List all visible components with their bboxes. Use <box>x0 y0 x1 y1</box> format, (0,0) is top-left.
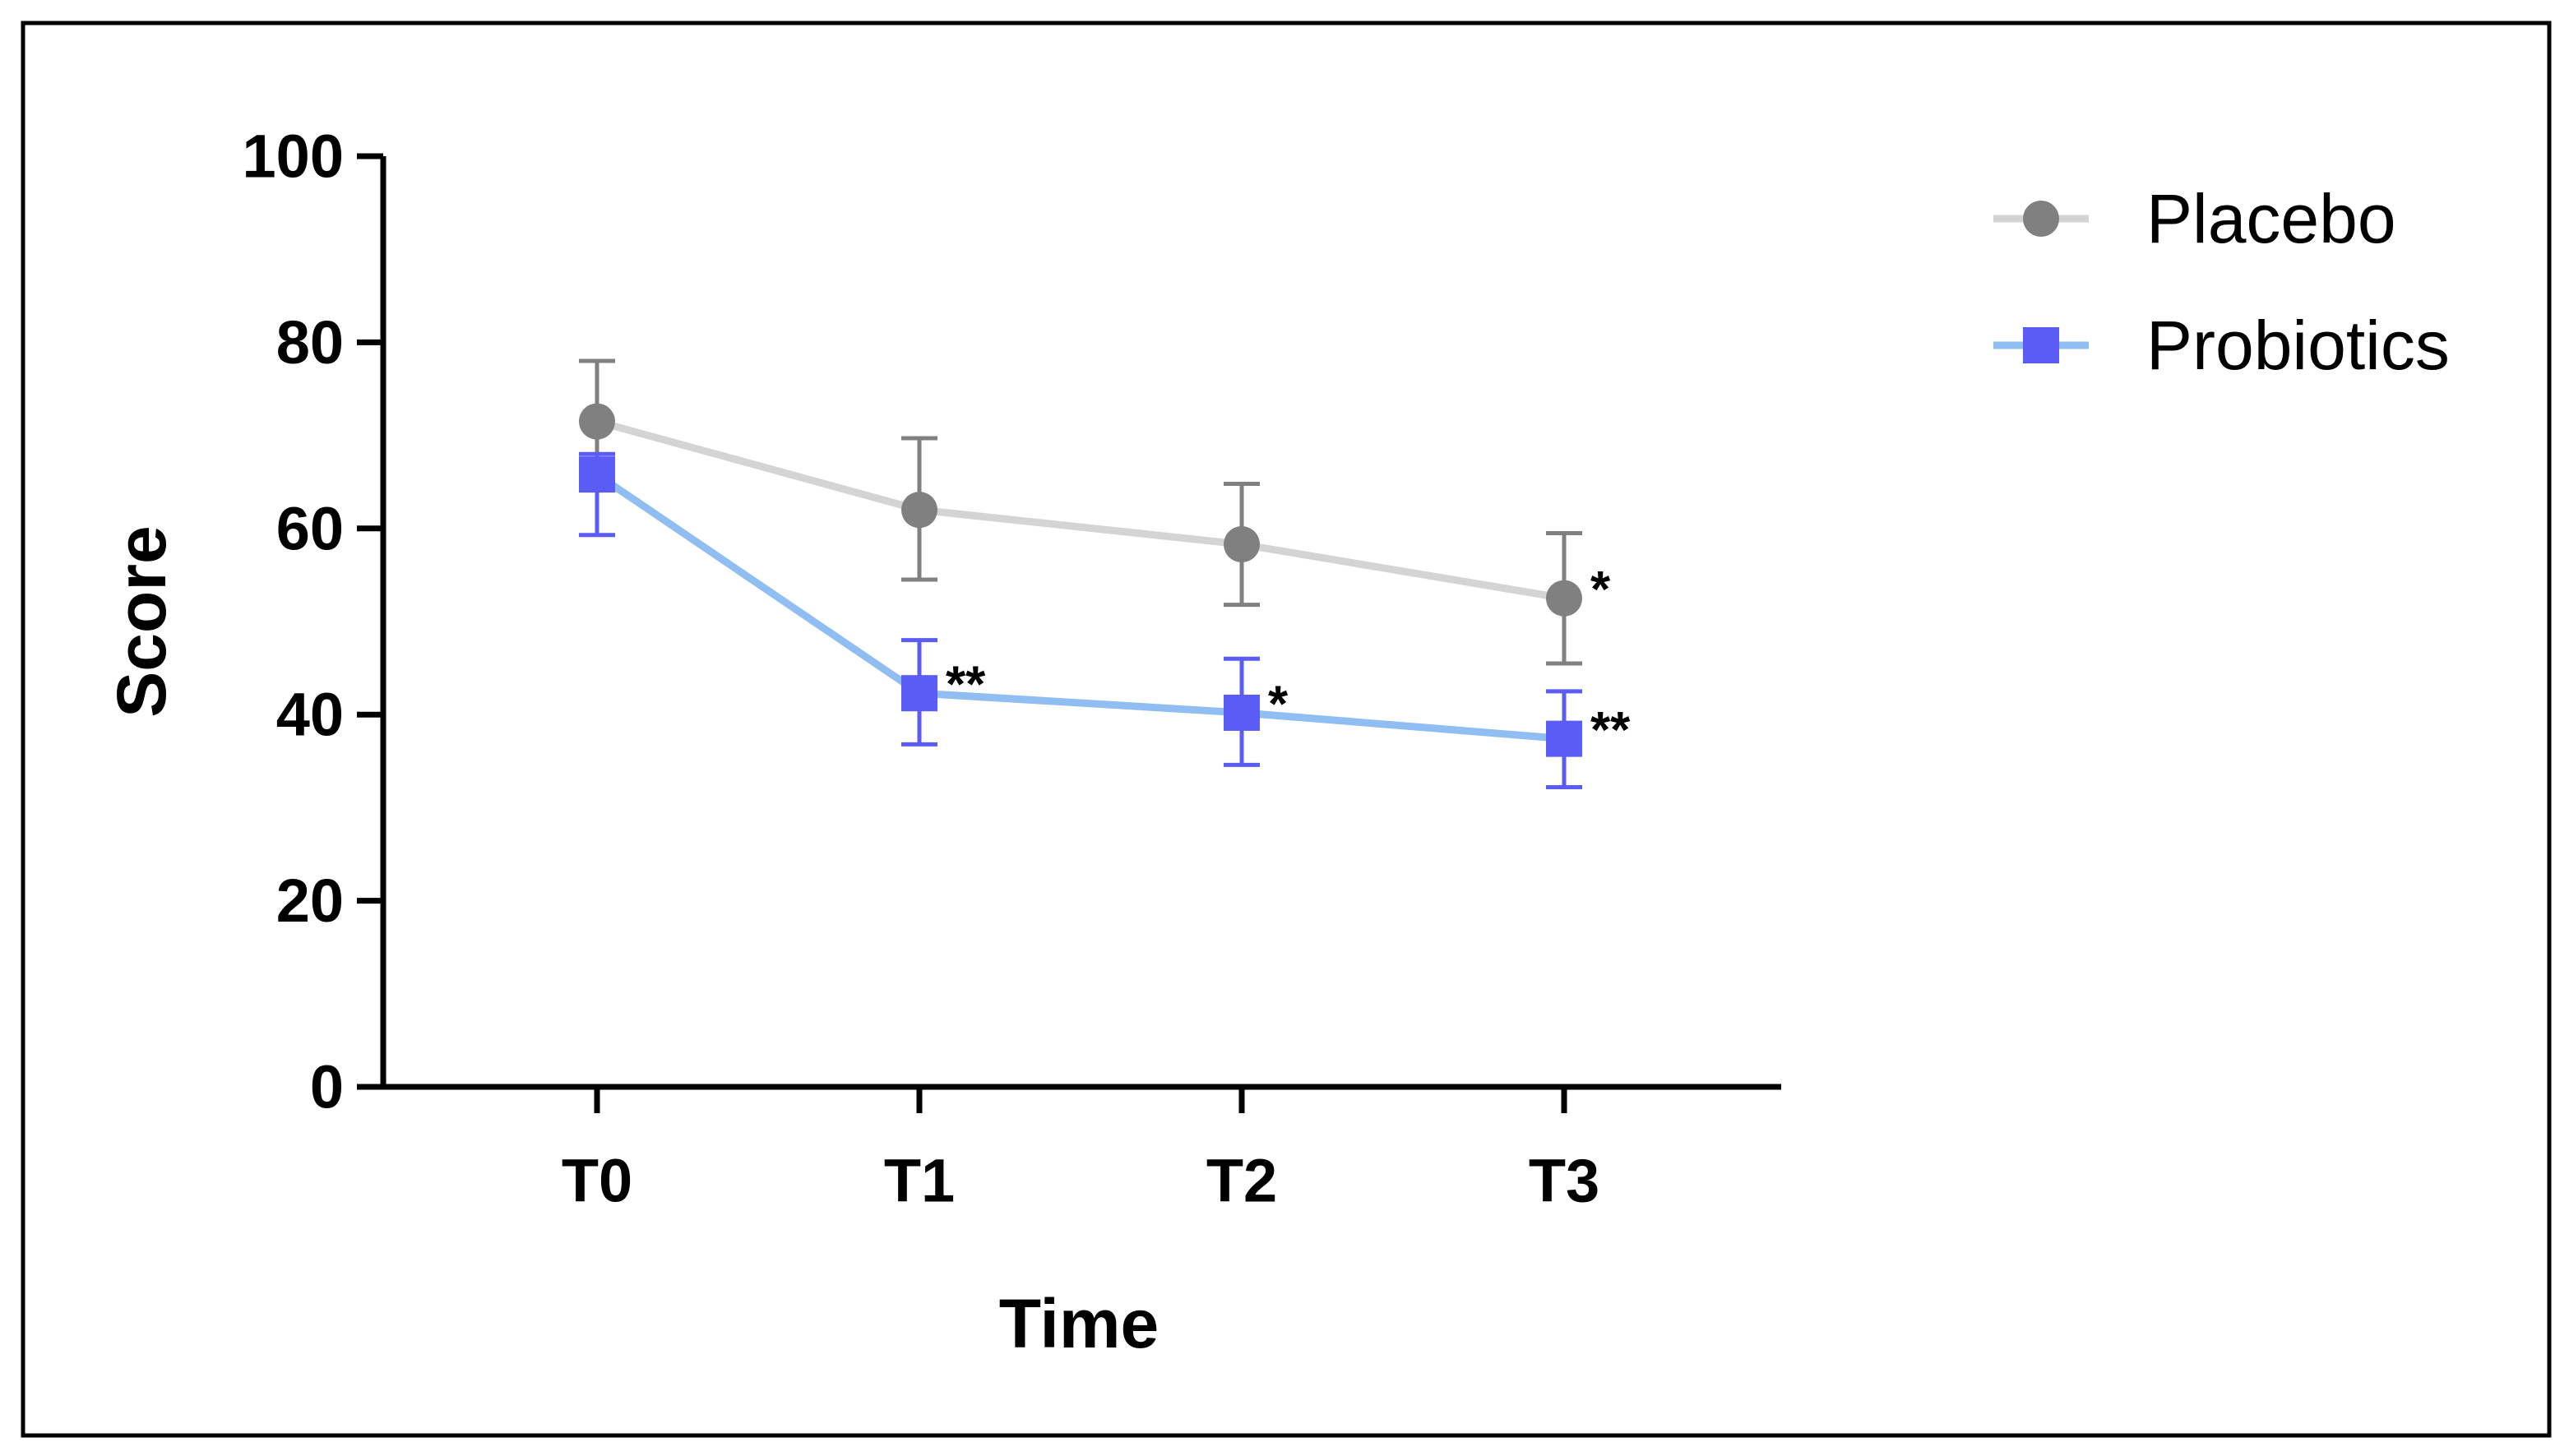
x-tick-label: T1 <box>884 1147 955 1215</box>
data-point <box>901 492 937 529</box>
legend-item-placebo: Placebo <box>1993 180 2396 257</box>
x-tick-label: T0 <box>562 1147 632 1215</box>
y-tick-label: 80 <box>276 308 344 377</box>
series-line <box>595 418 1565 603</box>
data-point <box>579 456 615 493</box>
legend-label: Probiotics <box>2146 307 2450 384</box>
data-point <box>579 403 615 440</box>
y-tick-label: 100 <box>243 122 344 191</box>
significance-label: * <box>1590 562 1611 618</box>
y-tick-label: 60 <box>276 494 344 562</box>
significance-label: ** <box>1590 702 1631 759</box>
data-point <box>1546 580 1582 617</box>
data-point <box>901 675 937 712</box>
series-placebo: * <box>579 358 1611 666</box>
data-point <box>1224 694 1260 731</box>
legend-item-probiotics: Probiotics <box>1993 307 2450 384</box>
x-tick-label: T3 <box>1529 1147 1599 1215</box>
plot-area: *** * ** <box>579 358 1631 789</box>
x-tick-label: T2 <box>1206 1147 1277 1215</box>
significance-label: ** <box>946 657 986 714</box>
data-point <box>1546 720 1582 757</box>
legend-marker <box>2023 201 2059 237</box>
series-probiotics: ** * ** <box>579 451 1631 789</box>
series-line <box>595 471 1565 743</box>
axes: 0 20 40 60 80 100 T0 T1 T2 T3 Time Score <box>103 122 1781 1362</box>
figure-border <box>21 21 2552 1438</box>
legend-label: Placebo <box>2146 180 2396 257</box>
y-tick-label: 0 <box>310 1053 344 1121</box>
significance-label: * <box>1268 676 1289 733</box>
y-axis-title: Score <box>103 525 180 717</box>
data-point <box>1224 526 1260 563</box>
y-tick-label: 40 <box>276 681 344 749</box>
y-tick-label: 20 <box>276 867 344 935</box>
x-axis-title: Time <box>999 1285 1160 1362</box>
legend: Placebo Probiotics <box>1993 180 2450 384</box>
legend-marker <box>2023 327 2059 363</box>
